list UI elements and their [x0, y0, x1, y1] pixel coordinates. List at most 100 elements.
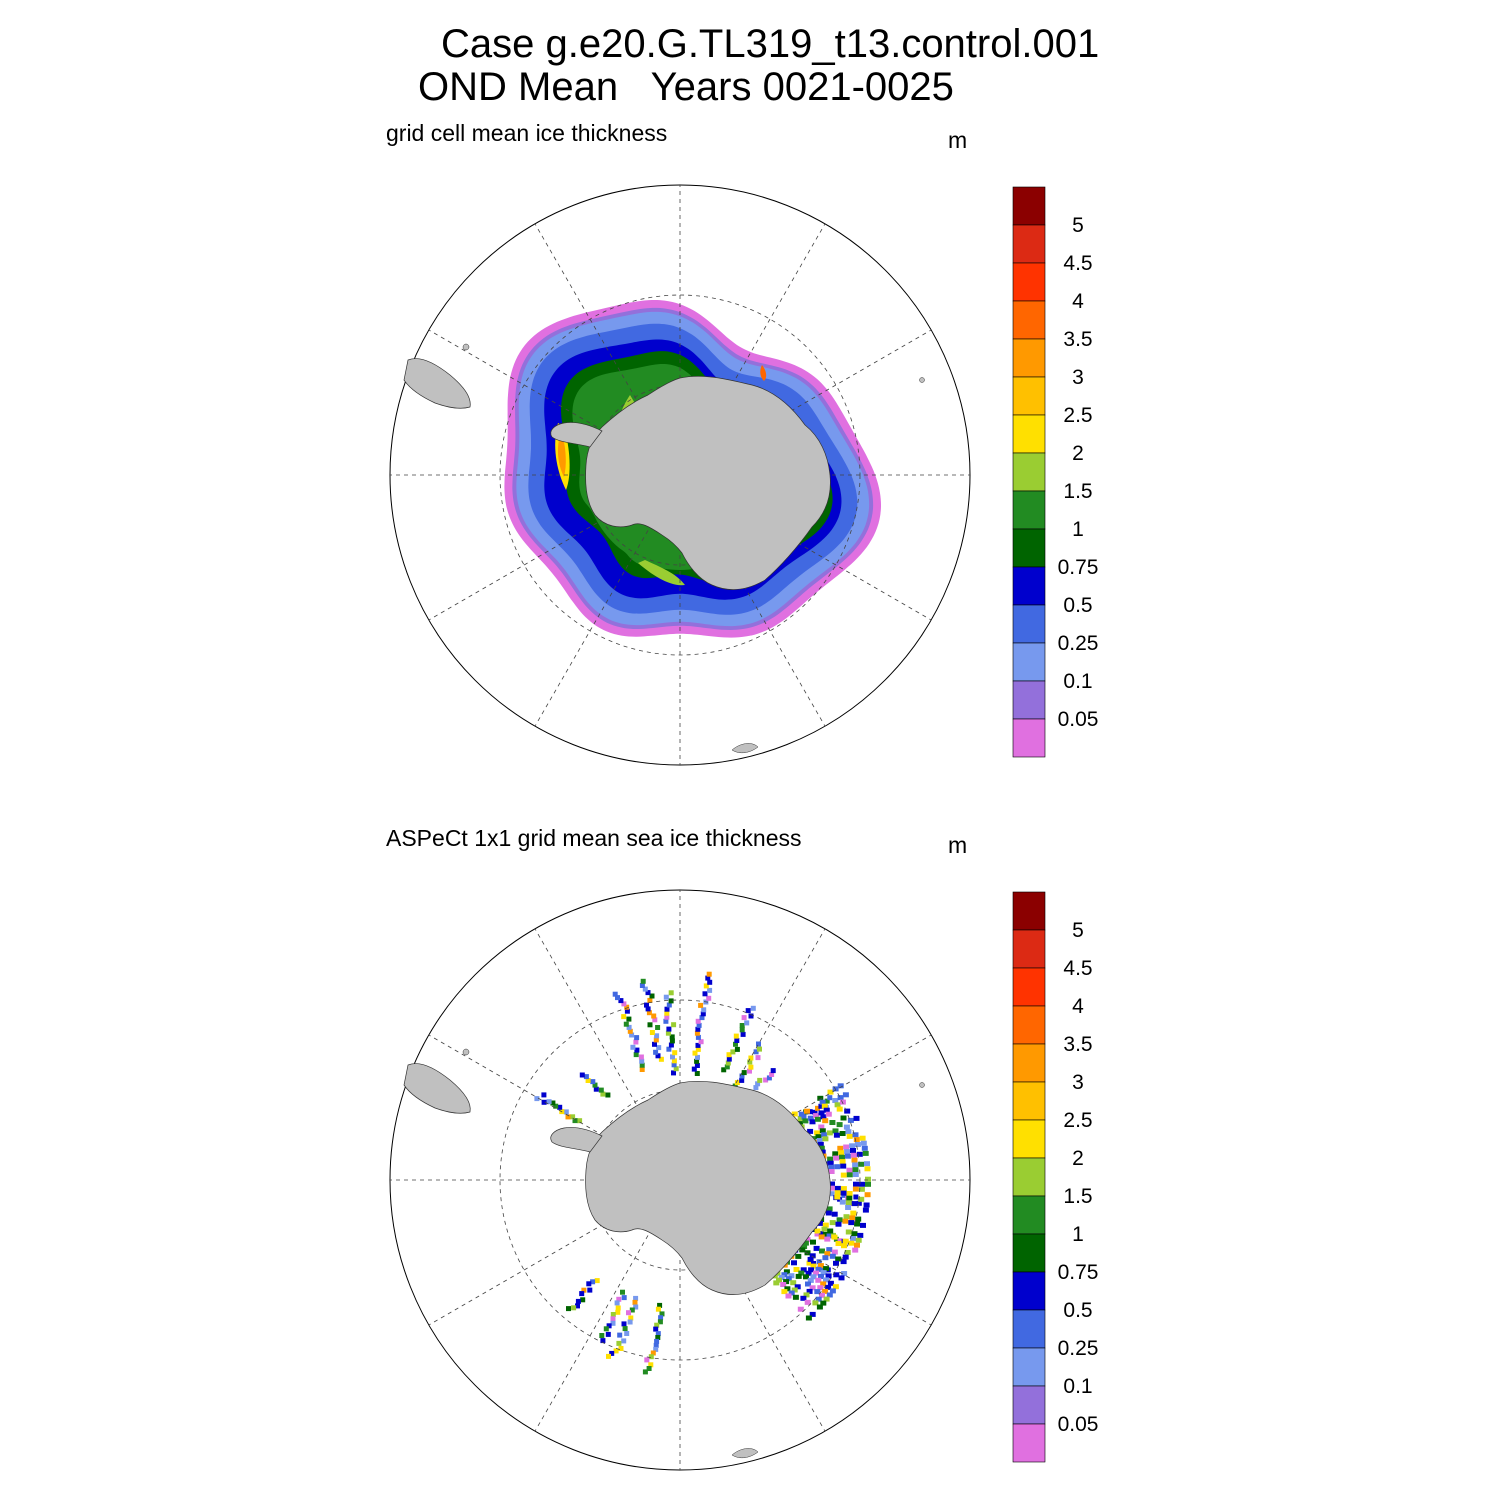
ice-observation-cell — [864, 1166, 871, 1172]
ice-observation-cell — [606, 1323, 612, 1329]
colorbar-obs-tick-label: 1 — [1072, 1223, 1084, 1246]
ice-observation-cell — [647, 1022, 653, 1028]
ice-observation-cell — [613, 1348, 619, 1354]
ice-observation-cell — [671, 1062, 677, 1068]
ice-observation-cell — [585, 1078, 591, 1083]
colorbar-model-swatch — [1012, 528, 1046, 568]
ice-observation-cell — [840, 1190, 847, 1196]
ice-observation-cell — [813, 1270, 820, 1276]
ice-observation-cell — [610, 1312, 616, 1317]
ice-observation-cell — [815, 1266, 822, 1272]
ice-observation-cell — [695, 1042, 701, 1048]
colorbar-model-swatch — [1012, 300, 1046, 340]
ice-observation-cell — [816, 1259, 822, 1265]
colorbar-model-swatch — [1012, 566, 1046, 606]
ice-observation-cell — [699, 1015, 705, 1021]
ice-observation-cell — [817, 1220, 823, 1226]
ice-observation-cell — [844, 1149, 851, 1155]
ice-observation-cell — [726, 1052, 732, 1058]
ice-observation-cell — [785, 1293, 792, 1299]
colorbar-obs-swatch — [1012, 1043, 1046, 1083]
ice-observation-cell — [644, 1357, 650, 1363]
colorbar-model-swatch — [1012, 262, 1046, 302]
ice-observation-cell — [614, 1300, 620, 1306]
ice-observation-cell — [852, 1162, 859, 1168]
ice-observation-cell — [592, 1082, 598, 1088]
ice-observation-cell — [664, 1010, 670, 1016]
ice-observation-cell — [570, 1114, 576, 1120]
ice-observation-cell — [809, 1285, 816, 1291]
ice-observation-cell — [792, 1294, 799, 1300]
ice-observation-cell — [639, 1067, 645, 1072]
ice-observation-cell — [855, 1216, 862, 1222]
ice-observation-cell — [748, 1064, 754, 1070]
ice-observation-cell — [593, 1086, 599, 1092]
ice-observation-cell — [655, 1306, 661, 1312]
ice-observation-cell — [733, 1033, 739, 1039]
ice-observation-cell — [865, 1181, 871, 1187]
ice-observation-cell — [817, 1263, 824, 1269]
ice-observation-cell — [550, 1100, 556, 1106]
ice-observation-cell — [706, 995, 712, 1001]
ice-observation-cell — [599, 1333, 605, 1338]
colorbar-model-swatch — [1012, 376, 1046, 416]
ice-observation-cell — [694, 1058, 700, 1064]
ice-observation-cell — [773, 1280, 780, 1286]
ice-observation-cell — [817, 1095, 824, 1101]
ice-observation-cell — [671, 1022, 677, 1028]
colorbar-obs-tick-label: 2 — [1072, 1147, 1084, 1170]
colorbar-obs-swatch — [1012, 1195, 1046, 1235]
ice-observation-cell — [653, 1346, 659, 1352]
ice-observation-cell — [809, 1311, 816, 1317]
ice-observation-cell — [633, 1295, 639, 1301]
ice-observation-cell — [833, 1132, 840, 1138]
ice-observation-cell — [606, 1353, 611, 1359]
ice-observation-cell — [802, 1118, 809, 1124]
ice-observation-cell — [740, 1031, 746, 1037]
ice-observation-cell — [778, 1275, 785, 1280]
ice-observation-cell — [834, 1185, 841, 1191]
ice-observation-cell — [827, 1228, 834, 1234]
ice-observation-cell — [829, 1181, 835, 1187]
ice-observation-cell — [770, 1068, 776, 1074]
ice-observation-cell — [819, 1128, 826, 1134]
ice-observation-cell — [798, 1270, 805, 1276]
colorbar-model-tick-label: 1.5 — [1063, 480, 1092, 503]
ice-observation-cell — [865, 1176, 871, 1182]
ice-observation-cell — [781, 1289, 788, 1295]
ice-observation-cell — [626, 1310, 631, 1316]
polar-map-model — [389, 184, 971, 766]
ice-observation-cell — [748, 1055, 754, 1061]
ice-observation-cell — [605, 1092, 611, 1098]
ice-observation-cell — [835, 1256, 842, 1262]
ice-observation-cell — [822, 1255, 829, 1261]
ice-observation-cell — [840, 1172, 847, 1178]
ice-observation-cell — [805, 1270, 812, 1276]
ice-observation-cell — [698, 1039, 704, 1045]
ice-observation-cell — [673, 1066, 679, 1072]
ice-observation-cell — [849, 1143, 856, 1149]
ice-observation-cell — [655, 1053, 661, 1059]
ice-observation-cell — [783, 1279, 790, 1285]
ice-observation-cell — [695, 1034, 701, 1040]
ice-observation-cell — [598, 1087, 604, 1093]
ice-observation-cell — [612, 991, 618, 997]
colorbar-obs-tick-label: 1.5 — [1063, 1185, 1092, 1208]
colorbar-obs-swatch — [1012, 1233, 1046, 1273]
ice-observation-cell — [807, 1128, 814, 1134]
kerguelen-island — [919, 377, 925, 383]
ice-observation-cell — [818, 1231, 824, 1236]
ice-observation-cell — [622, 1326, 628, 1332]
ice-observation-cell — [846, 1167, 853, 1173]
colorbar-obs-swatch — [1012, 1081, 1046, 1121]
ice-observation-cell — [798, 1111, 805, 1117]
antarctic-peninsula — [550, 1127, 603, 1153]
ice-observation-cell — [785, 1276, 792, 1282]
ice-observation-cell — [739, 1077, 745, 1083]
ice-thickness-patch — [760, 365, 767, 381]
ice-observation-cell — [822, 1136, 829, 1142]
ice-observation-cell — [810, 1263, 817, 1269]
ice-observation-cell — [827, 1160, 834, 1166]
ice-observation-cell — [638, 1054, 644, 1060]
ice-observation-cell — [831, 1211, 838, 1217]
